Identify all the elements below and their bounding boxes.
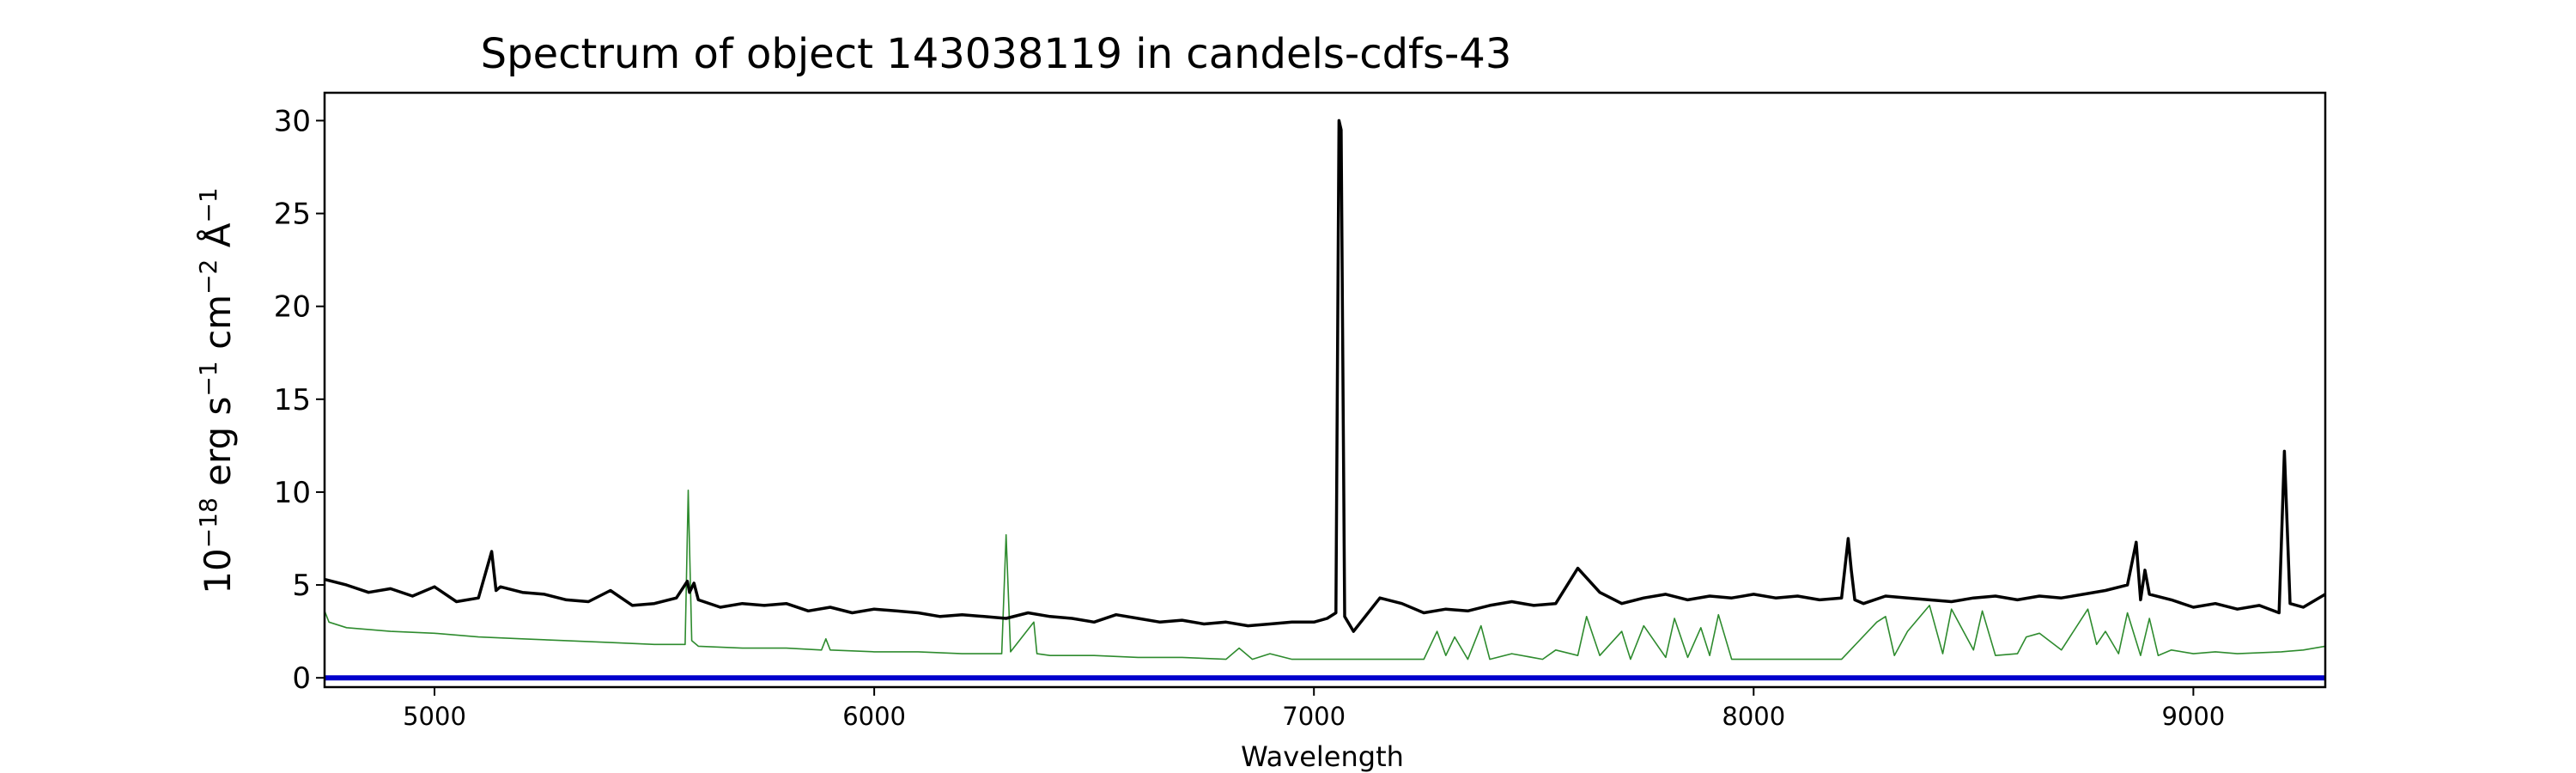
y-label-text1: erg s	[197, 397, 239, 498]
series-flux-line	[325, 119, 2325, 633]
series-layer	[325, 119, 2325, 681]
x-tick-label: 9000	[2161, 702, 2225, 731]
x-tick-label: 7000	[1282, 702, 1346, 731]
y-tick-label: 20	[274, 290, 311, 325]
y-tick-label: 30	[274, 104, 311, 138]
x-tick-label: 6000	[842, 702, 906, 731]
y-label-base: 10	[197, 548, 239, 593]
y-label-exp3: −2	[194, 259, 222, 295]
y-label-text2: cm	[197, 295, 239, 361]
y-tick-label: 0	[292, 661, 311, 696]
x-axis-label: Wavelength	[1241, 740, 1404, 773]
y-label-exp1: −18	[194, 497, 222, 548]
x-axis: 5000 6000 7000 8000 9000	[403, 687, 2225, 731]
y-label-exp2: −1	[194, 361, 222, 396]
y-tick-label: 10	[274, 476, 311, 510]
y-label-text3: Å	[196, 222, 239, 259]
y-tick-label: 25	[274, 198, 311, 232]
y-axis: 0 5 10 15 20 25 30	[274, 104, 325, 696]
y-tick-label: 15	[274, 383, 311, 417]
x-tick-label: 8000	[1722, 702, 1785, 731]
chart-title: Spectrum of object 143038119 in candels-…	[481, 30, 1512, 78]
plot-frame	[323, 91, 2327, 689]
x-tick-label: 5000	[403, 702, 466, 731]
y-label-exp4: −1	[194, 187, 222, 222]
y-tick-label: 5	[292, 569, 311, 603]
y-axis-label: 10−18 erg s−1 cm−2 Å−1	[194, 187, 239, 593]
series-model-line	[325, 489, 2325, 660]
